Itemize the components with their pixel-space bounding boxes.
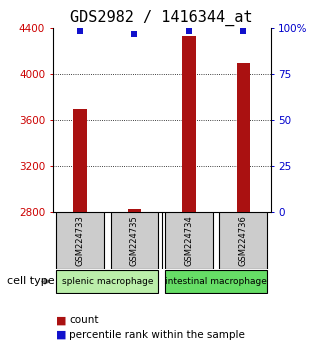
Text: intestinal macrophage: intestinal macrophage [165, 277, 267, 286]
Text: splenic macrophage: splenic macrophage [61, 277, 153, 286]
Text: count: count [69, 315, 99, 325]
Bar [56, 212, 104, 269]
Bar [165, 269, 267, 293]
Text: GSM224733: GSM224733 [76, 215, 84, 266]
Bar [128, 209, 141, 212]
Title: GDS2982 / 1416344_at: GDS2982 / 1416344_at [70, 9, 253, 25]
Bar [73, 109, 87, 212]
Text: percentile rank within the sample: percentile rank within the sample [69, 330, 245, 339]
Text: ■: ■ [56, 330, 67, 339]
Bar [56, 269, 158, 293]
Text: GSM224735: GSM224735 [130, 215, 139, 266]
Text: GSM224736: GSM224736 [239, 215, 248, 266]
Text: GSM224734: GSM224734 [184, 215, 193, 266]
Text: ■: ■ [56, 315, 67, 325]
Bar [165, 212, 213, 269]
Bar [237, 63, 250, 212]
Bar [219, 212, 267, 269]
Bar [182, 36, 196, 212]
Bar [111, 212, 158, 269]
Text: cell type: cell type [7, 276, 54, 286]
